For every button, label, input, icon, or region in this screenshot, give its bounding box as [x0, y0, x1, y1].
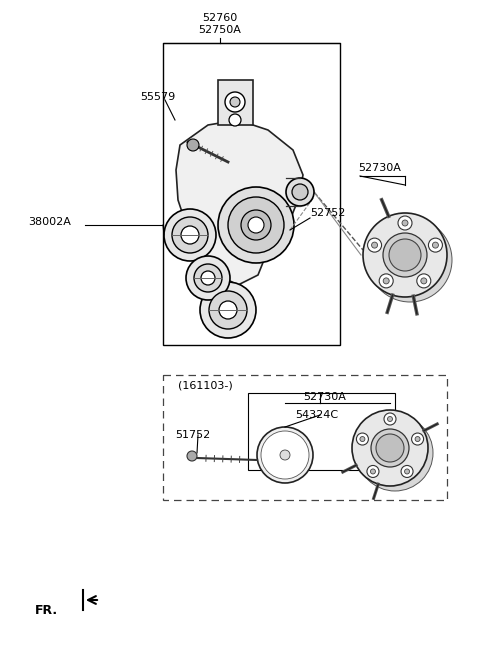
Bar [163, 43, 340, 345]
Circle shape [368, 218, 452, 302]
Circle shape [218, 187, 294, 263]
Circle shape [376, 434, 404, 462]
Text: 51752: 51752 [175, 430, 210, 440]
Circle shape [398, 216, 412, 230]
Circle shape [181, 226, 199, 244]
Circle shape [228, 197, 284, 253]
Circle shape [172, 217, 208, 253]
Circle shape [379, 274, 393, 288]
Circle shape [187, 139, 199, 151]
Circle shape [187, 451, 197, 461]
Circle shape [292, 184, 308, 200]
Circle shape [432, 242, 438, 248]
Circle shape [357, 433, 369, 445]
Circle shape [417, 274, 431, 288]
Circle shape [200, 282, 256, 338]
Circle shape [241, 210, 271, 240]
Bar [163, 375, 447, 500]
Text: 52752: 52752 [310, 208, 346, 218]
Text: FR.: FR. [35, 604, 58, 617]
Circle shape [368, 238, 382, 252]
Circle shape [371, 469, 375, 474]
Circle shape [186, 256, 230, 300]
Circle shape [164, 209, 216, 261]
Circle shape [384, 413, 396, 425]
Circle shape [372, 242, 378, 248]
Circle shape [389, 239, 421, 271]
Circle shape [194, 264, 222, 292]
Circle shape [230, 97, 240, 107]
Circle shape [261, 431, 309, 479]
Circle shape [280, 450, 290, 460]
Circle shape [360, 437, 365, 441]
Text: 52750A: 52750A [199, 25, 241, 35]
Text: 52760: 52760 [203, 13, 238, 23]
Circle shape [405, 469, 409, 474]
Text: 55579: 55579 [140, 92, 175, 102]
Polygon shape [176, 120, 303, 285]
Circle shape [219, 301, 237, 319]
Text: 52730A: 52730A [303, 392, 346, 402]
Circle shape [367, 466, 379, 477]
Bar [248, 393, 395, 470]
Text: 54324C: 54324C [295, 410, 338, 420]
Circle shape [415, 437, 420, 441]
Circle shape [209, 291, 247, 329]
Circle shape [371, 429, 409, 467]
Circle shape [411, 433, 423, 445]
Circle shape [225, 92, 245, 112]
Circle shape [248, 217, 264, 233]
Circle shape [383, 233, 427, 277]
Text: (161103-): (161103-) [178, 380, 233, 390]
Polygon shape [218, 80, 253, 125]
Circle shape [402, 220, 408, 226]
Circle shape [363, 213, 447, 297]
Circle shape [401, 466, 413, 477]
Circle shape [387, 417, 393, 421]
Circle shape [429, 238, 443, 252]
Circle shape [357, 415, 433, 491]
Circle shape [257, 427, 313, 483]
Circle shape [286, 178, 314, 206]
Circle shape [201, 271, 215, 285]
Text: 52730A: 52730A [358, 163, 401, 173]
Circle shape [229, 114, 241, 126]
Circle shape [352, 410, 428, 486]
Circle shape [421, 278, 427, 284]
Text: 38002A: 38002A [28, 217, 71, 227]
Circle shape [383, 278, 389, 284]
